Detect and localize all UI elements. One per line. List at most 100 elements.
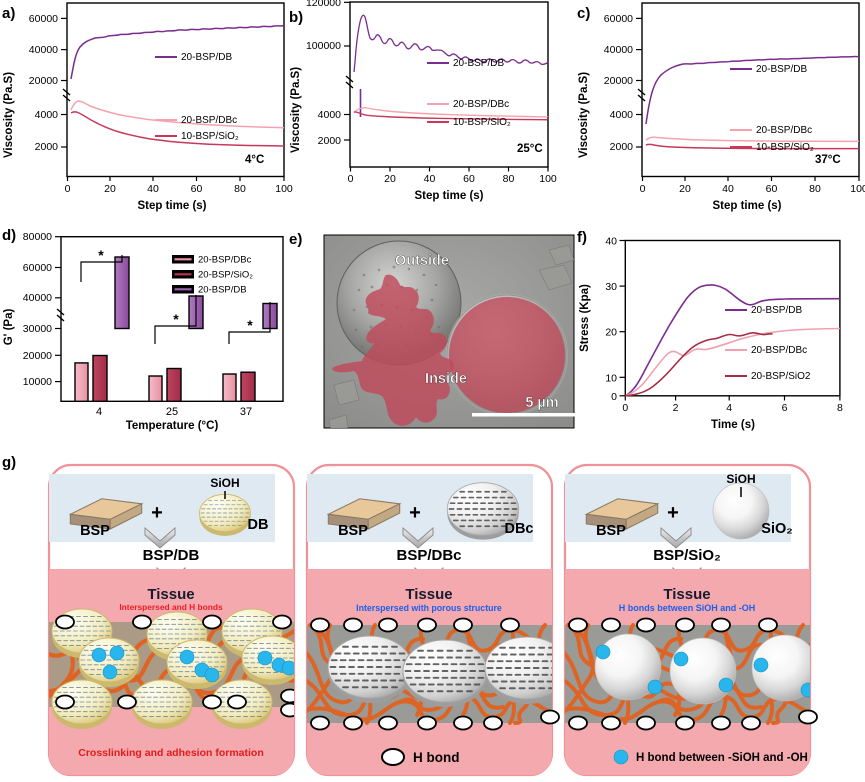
svg-text:4000: 4000	[610, 109, 634, 121]
svg-text:10-BSP/SiO₂: 10-BSP/SiO₂	[756, 142, 814, 153]
svg-text:0: 0	[611, 391, 617, 403]
svg-text:SiO₂: SiO₂	[761, 521, 792, 537]
svg-text:2000: 2000	[610, 141, 634, 153]
svg-text:4: 4	[96, 406, 102, 418]
svg-text:20-BSP/DB: 20-BSP/DB	[756, 64, 807, 75]
svg-text:4: 4	[726, 402, 732, 414]
svg-text:Temperature (°C): Temperature (°C)	[126, 420, 219, 432]
svg-text:30: 30	[605, 281, 617, 293]
svg-text:*: *	[98, 247, 104, 263]
svg-text:4000: 4000	[35, 109, 59, 121]
svg-text:H bond between -SiOH and -OH: H bond between -SiOH and -OH	[636, 752, 808, 764]
svg-text:Interspersed and H bonds: Interspersed and H bonds	[119, 602, 223, 612]
svg-text:Viscosity (Pa.S): Viscosity (Pa.S)	[3, 72, 15, 158]
svg-text:8: 8	[837, 402, 843, 414]
svg-text:20-BSP/SiO₂: 20-BSP/SiO₂	[198, 270, 253, 281]
svg-text:Tissue: Tissue	[663, 586, 710, 603]
svg-text:20-BSP/DBc: 20-BSP/DBc	[453, 99, 509, 110]
svg-text:H bond: H bond	[413, 750, 460, 765]
svg-text:20-BSP/DBc: 20-BSP/DBc	[756, 125, 812, 136]
svg-text:Tissue: Tissue	[405, 586, 452, 603]
svg-text:DB: DB	[248, 517, 269, 533]
svg-text:SiOH: SiOH	[726, 472, 755, 486]
svg-text:20-BSP/SiO2: 20-BSP/SiO2	[751, 371, 811, 382]
svg-text:20-BSP/DBc: 20-BSP/DBc	[751, 345, 807, 356]
svg-text:2: 2	[673, 402, 679, 414]
svg-text:20000: 20000	[604, 75, 633, 87]
svg-text:BSP: BSP	[338, 523, 368, 539]
svg-text:Time (s): Time (s)	[711, 419, 755, 431]
svg-text:80: 80	[234, 183, 246, 195]
svg-text:30000: 30000	[23, 323, 52, 335]
svg-text:Crosslinking and adhesion form: Crosslinking and adhesion formation	[78, 747, 264, 759]
svg-text:10: 10	[605, 372, 617, 384]
svg-text:40000: 40000	[23, 292, 52, 304]
svg-text:+: +	[151, 502, 163, 524]
svg-text:5 µm: 5 µm	[525, 395, 558, 411]
svg-text:+: +	[667, 502, 679, 524]
svg-text:20-BSP/DB: 20-BSP/DB	[198, 285, 247, 296]
svg-text:100: 100	[850, 183, 865, 195]
svg-text:40000: 40000	[604, 44, 633, 56]
svg-text:20-BSP/DB: 20-BSP/DB	[751, 305, 802, 316]
svg-text:4°C: 4°C	[245, 154, 264, 166]
svg-text:Tissue: Tissue	[147, 586, 194, 603]
svg-text:20: 20	[605, 327, 617, 339]
svg-text:Stress (Kpa): Stress (Kpa)	[579, 284, 591, 352]
svg-text:Outside: Outside	[395, 253, 449, 269]
svg-text:40000: 40000	[29, 44, 58, 56]
svg-text:80000: 80000	[23, 231, 52, 243]
svg-text:60: 60	[463, 173, 475, 185]
svg-text:40: 40	[605, 236, 617, 248]
svg-text:20-BSP/DBc: 20-BSP/DBc	[181, 115, 237, 126]
svg-text:20: 20	[679, 183, 691, 195]
svg-text:b): b)	[289, 9, 303, 26]
svg-text:20: 20	[104, 183, 116, 195]
svg-text:10-BSP/SiO₂: 10-BSP/SiO₂	[181, 131, 239, 142]
svg-text:BSP: BSP	[596, 523, 626, 539]
svg-text:Step time (s): Step time (s)	[137, 200, 206, 212]
svg-text:20-BSP/DB: 20-BSP/DB	[453, 58, 504, 69]
svg-text:20000: 20000	[23, 350, 52, 362]
svg-text:2000: 2000	[35, 141, 59, 153]
svg-text:BSP/SiO₂: BSP/SiO₂	[653, 547, 721, 564]
svg-text:SiOH: SiOH	[210, 476, 239, 490]
svg-text:4000: 4000	[318, 109, 342, 121]
svg-text:60000: 60000	[29, 13, 58, 25]
svg-text:60000: 60000	[604, 13, 633, 25]
svg-text:g): g)	[2, 454, 16, 471]
svg-text:37°C: 37°C	[815, 154, 841, 166]
svg-text:0: 0	[65, 183, 71, 195]
svg-text:d): d)	[2, 227, 16, 244]
svg-text:BSP: BSP	[80, 523, 110, 539]
svg-text:+: +	[409, 502, 421, 524]
svg-text:20-BSP/DB: 20-BSP/DB	[181, 52, 232, 63]
svg-text:10-BSP/SiO₂: 10-BSP/SiO₂	[453, 117, 511, 128]
svg-text:DBc: DBc	[504, 521, 533, 537]
svg-text:25: 25	[166, 406, 178, 418]
svg-text:Viscosity (Pa.S): Viscosity (Pa.S)	[578, 72, 590, 158]
svg-text:10000: 10000	[23, 376, 52, 388]
svg-text:60: 60	[766, 183, 778, 195]
svg-text:60: 60	[191, 183, 203, 195]
svg-text:a): a)	[2, 5, 15, 22]
svg-text:G' (Pa): G' (Pa)	[3, 309, 15, 346]
svg-text:c): c)	[577, 5, 590, 22]
svg-text:f): f)	[577, 229, 587, 246]
svg-text:Interspersed with porous stru: Interspersed with porous structure	[356, 603, 502, 613]
svg-text:37: 37	[240, 406, 252, 418]
svg-text:0: 0	[622, 402, 628, 414]
svg-text:6: 6	[782, 402, 788, 414]
svg-text:0: 0	[640, 183, 646, 195]
svg-text:25°C: 25°C	[517, 143, 543, 155]
svg-text:20-BSP/DBc: 20-BSP/DBc	[198, 255, 252, 266]
svg-text:80: 80	[809, 183, 821, 195]
svg-text:Step time (s): Step time (s)	[712, 200, 781, 212]
svg-text:40: 40	[147, 183, 159, 195]
svg-text:H bonds between SiOH and -OH: H bonds between SiOH and -OH	[619, 603, 756, 613]
svg-text:100: 100	[539, 173, 557, 185]
svg-text:Viscosity (Pa.S): Viscosity (Pa.S)	[290, 67, 302, 153]
svg-text:2000: 2000	[318, 135, 342, 147]
svg-text:20: 20	[384, 173, 396, 185]
svg-text:Inside: Inside	[425, 371, 467, 387]
